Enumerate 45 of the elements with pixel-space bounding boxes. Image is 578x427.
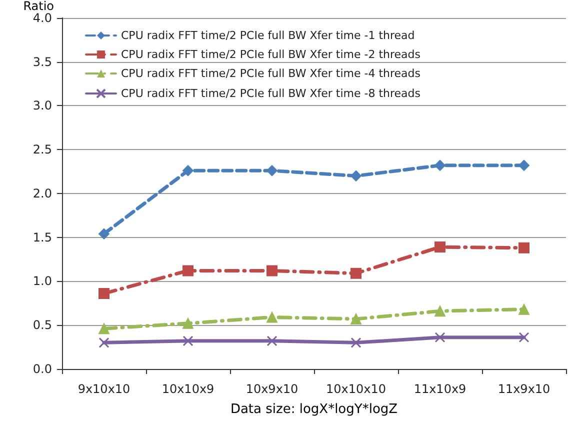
x-tick-label: 10x10x9 — [162, 382, 214, 396]
point — [266, 312, 278, 323]
legend-label: CPU radix FFT time/2 PCIe full BW Xfer time -4 threads — [121, 67, 421, 80]
point — [350, 313, 362, 324]
x-axis-title: Data size: logX*logY*logZ — [230, 402, 398, 417]
point — [350, 170, 362, 182]
point — [434, 160, 446, 171]
point — [518, 332, 530, 343]
point — [434, 306, 446, 317]
point — [182, 265, 194, 276]
point — [98, 323, 110, 334]
point — [266, 336, 278, 346]
legend-label: CPU radix FFT time/2 PCIe full BW Xfer time -8 threads — [121, 87, 421, 100]
y-tick-label: 1.5 — [32, 230, 52, 244]
point — [182, 165, 194, 176]
point — [98, 228, 110, 240]
legend-label: CPU radix FFT time/2 PCIe full BW Xfer time -1 thread — [121, 29, 415, 42]
point — [434, 241, 446, 252]
y-tick-label: 4.0 — [32, 10, 52, 25]
x-tick-label: 9x10x10 — [78, 382, 130, 396]
point — [182, 336, 194, 346]
point — [266, 265, 278, 276]
point — [266, 165, 278, 176]
point — [518, 242, 530, 254]
y-tick-label: 0.5 — [32, 318, 52, 332]
point — [518, 304, 530, 315]
x-tick-label: 11x9x10 — [498, 382, 550, 396]
point — [182, 318, 194, 329]
point — [518, 160, 530, 171]
point — [98, 288, 110, 300]
point — [434, 332, 446, 343]
y-axis-title: Ratio — [23, 0, 54, 13]
y-tick-label: 3.5 — [32, 54, 52, 69]
point — [350, 268, 362, 279]
y-tick-label: 2.5 — [32, 142, 52, 157]
x-tick-label: 10x10x10 — [326, 382, 386, 396]
y-tick-label: 2.0 — [32, 186, 52, 200]
point — [98, 337, 110, 348]
y-tick-label: 3.0 — [32, 98, 52, 113]
y-tick-label: 0.0 — [32, 362, 52, 376]
legend-label: CPU radix FFT time/2 PCIe full BW Xfer time -2 threads — [121, 48, 421, 61]
point — [350, 337, 362, 348]
x-tick-label: 10x9x10 — [246, 382, 298, 396]
y-tick-label: 1.0 — [32, 274, 52, 288]
x-tick-label: 11x10x9 — [414, 382, 466, 396]
